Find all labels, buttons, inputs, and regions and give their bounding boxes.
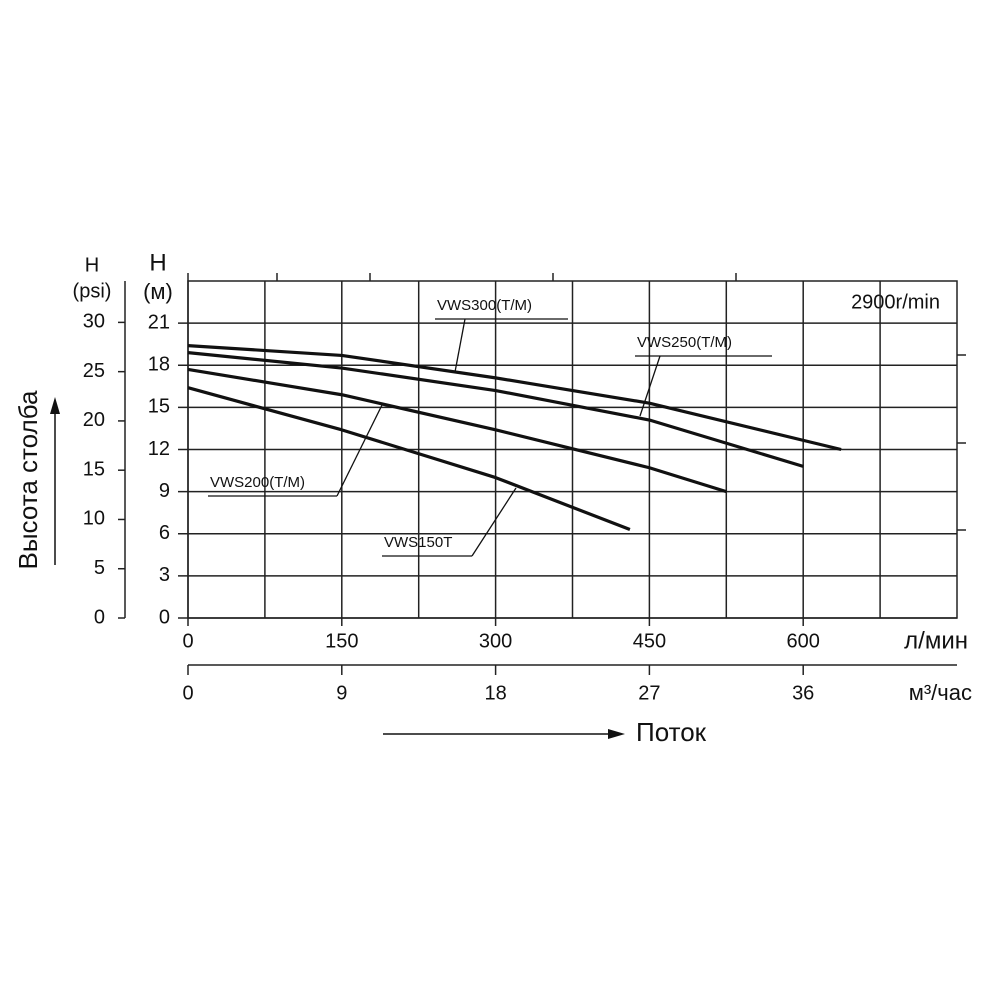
x-axis-label: Поток	[636, 717, 707, 747]
x2-tick-label: 9	[336, 682, 347, 704]
series-label: VWS200(T/M)	[210, 474, 305, 491]
label-leader	[471, 487, 517, 557]
y-tick-label: 3	[159, 564, 170, 586]
y2-tick-label: 30	[83, 311, 105, 333]
x2-tick-label: 27	[638, 682, 660, 704]
x-arrow-head	[608, 729, 625, 739]
series-label: VWS150T	[384, 534, 452, 551]
y2-unit: (psi)	[73, 280, 112, 302]
x2-tick-label: 0	[182, 682, 193, 704]
y-unit-label: H	[149, 249, 166, 276]
y-tick-label: 21	[148, 311, 170, 333]
x2-unit: м³/час	[909, 680, 972, 705]
x-tick-label: 150	[325, 630, 358, 652]
x-tick-label: 450	[633, 630, 666, 652]
annotation: 2900r/min	[851, 291, 940, 313]
label-leader	[639, 355, 661, 417]
y2-tick-label: 20	[83, 409, 105, 431]
series-label: VWS300(T/M)	[437, 297, 532, 314]
curve	[187, 386, 631, 532]
x-unit: л/мин	[904, 627, 968, 654]
x2-tick-label: 18	[484, 682, 506, 704]
x-tick-label: 0	[182, 630, 193, 652]
y2-tick-label: 5	[94, 557, 105, 579]
y-tick-label: 9	[159, 480, 170, 502]
y2-tick-label: 0	[94, 606, 105, 628]
y2-tick-label: 25	[83, 360, 105, 382]
curve	[187, 351, 804, 468]
series-label: VWS250(T/M)	[637, 334, 732, 351]
frame-ticks	[187, 273, 966, 531]
x2-tick-label: 36	[792, 682, 814, 704]
x-tick-label: 300	[479, 630, 512, 652]
y-axis-label: Высота столба	[13, 390, 43, 569]
y2-tick-label: 10	[83, 508, 105, 530]
y-tick-label: 15	[148, 396, 170, 418]
y-arrow-head	[50, 397, 60, 414]
label-leader	[336, 404, 383, 497]
y-tick-label: 6	[159, 522, 170, 544]
x-tick-label: 600	[787, 630, 820, 652]
label-leader	[454, 318, 466, 373]
y2-unit-label: H	[85, 254, 99, 276]
y-unit: (м)	[143, 279, 173, 304]
curve	[187, 367, 727, 494]
curve	[187, 343, 842, 452]
y-tick-label: 18	[148, 354, 170, 376]
y-tick-label: 12	[148, 438, 170, 460]
y-tick-label: 0	[159, 606, 170, 628]
y2-tick-label: 15	[83, 458, 105, 480]
